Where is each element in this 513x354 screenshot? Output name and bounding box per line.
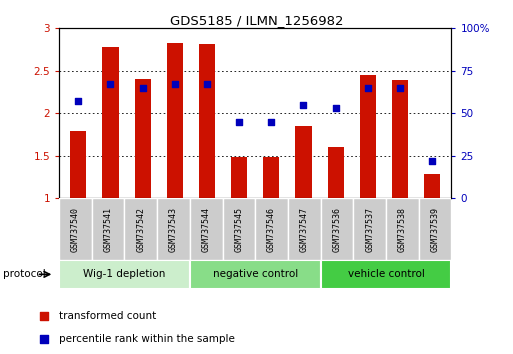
Text: percentile rank within the sample: percentile rank within the sample bbox=[59, 334, 235, 344]
Bar bbox=[167, 43, 183, 198]
Bar bbox=[353, 198, 386, 260]
Bar bbox=[223, 198, 255, 260]
Bar bbox=[124, 198, 157, 260]
Text: GSM737538: GSM737538 bbox=[398, 207, 407, 252]
Text: GSM737536: GSM737536 bbox=[332, 207, 342, 252]
Bar bbox=[255, 198, 288, 260]
Text: GSM737546: GSM737546 bbox=[267, 207, 276, 252]
Point bbox=[300, 102, 308, 108]
Text: negative control: negative control bbox=[212, 269, 298, 279]
Bar bbox=[386, 198, 419, 260]
Text: transformed count: transformed count bbox=[59, 311, 156, 321]
Text: GSM737542: GSM737542 bbox=[136, 207, 145, 252]
Bar bbox=[103, 47, 119, 198]
Bar bbox=[321, 260, 451, 289]
Bar bbox=[190, 260, 321, 289]
Bar bbox=[231, 156, 247, 198]
Bar bbox=[295, 126, 311, 198]
Point bbox=[428, 158, 436, 164]
Text: GSM737545: GSM737545 bbox=[234, 207, 243, 252]
Bar bbox=[263, 156, 280, 198]
Text: GSM737541: GSM737541 bbox=[104, 207, 112, 252]
Text: GSM737539: GSM737539 bbox=[430, 207, 440, 252]
Point bbox=[396, 85, 404, 91]
Point bbox=[40, 313, 48, 319]
Bar bbox=[190, 198, 223, 260]
Bar bbox=[328, 147, 344, 198]
Point bbox=[171, 81, 179, 87]
Text: vehicle control: vehicle control bbox=[348, 269, 424, 279]
Text: GDS5185 / ILMN_1256982: GDS5185 / ILMN_1256982 bbox=[170, 14, 343, 27]
Bar bbox=[419, 198, 451, 260]
Bar bbox=[92, 198, 125, 260]
Point bbox=[40, 336, 48, 342]
Text: GSM737544: GSM737544 bbox=[202, 207, 211, 252]
Bar bbox=[424, 175, 440, 198]
Point bbox=[139, 85, 147, 91]
Text: protocol: protocol bbox=[3, 269, 45, 279]
Bar bbox=[70, 131, 86, 198]
Point bbox=[74, 98, 83, 104]
Point bbox=[331, 105, 340, 111]
Point bbox=[203, 81, 211, 87]
Bar bbox=[59, 198, 92, 260]
Point bbox=[364, 85, 372, 91]
Bar bbox=[134, 79, 151, 198]
Text: GSM737537: GSM737537 bbox=[365, 207, 374, 252]
Bar bbox=[321, 198, 353, 260]
Bar bbox=[199, 44, 215, 198]
Point bbox=[267, 119, 275, 125]
Bar bbox=[360, 75, 376, 198]
Point bbox=[235, 119, 243, 125]
Bar bbox=[392, 80, 408, 198]
Text: GSM737547: GSM737547 bbox=[300, 207, 309, 252]
Text: GSM737543: GSM737543 bbox=[169, 207, 178, 252]
Point bbox=[106, 81, 114, 87]
Bar bbox=[59, 260, 190, 289]
Text: Wig-1 depletion: Wig-1 depletion bbox=[83, 269, 166, 279]
Bar bbox=[288, 198, 321, 260]
Text: GSM737540: GSM737540 bbox=[71, 207, 80, 252]
Bar bbox=[157, 198, 190, 260]
